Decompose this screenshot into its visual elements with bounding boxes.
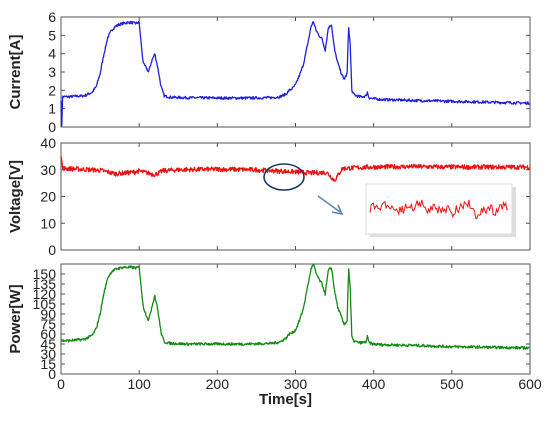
power-plot-area xyxy=(60,263,531,375)
voltage-ylabel: Voltage[V] xyxy=(7,160,24,233)
power-xtick-label: 600 xyxy=(518,376,542,392)
power-ytick-label: 45 xyxy=(40,336,56,352)
power-xtick-label: 200 xyxy=(206,376,230,392)
power-ytick-label: 60 xyxy=(40,326,56,342)
current-panel: 0 1 2 3 4 5 6 Current[A] xyxy=(7,9,531,135)
current-ytick-label: 5 xyxy=(48,27,56,43)
power-ytick-label: 75 xyxy=(40,316,56,332)
voltage-ytick-label: 30 xyxy=(40,162,56,178)
power-xtick-label: 500 xyxy=(440,376,464,392)
power-xtick-label: 400 xyxy=(362,376,386,392)
panels: 0123456Current[A]010203040Voltage[V]0153… xyxy=(7,9,542,408)
current-ytick-label: 1 xyxy=(48,101,56,117)
power-ytick-label: 15 xyxy=(40,356,56,372)
voltage-ytick-label: 20 xyxy=(40,189,56,205)
current-ytick-label: 0 xyxy=(48,119,56,135)
power-ytick-label: 120 xyxy=(33,286,57,302)
power-xtick-label: 0 xyxy=(57,376,65,392)
current-ytick-label: 6 xyxy=(48,9,56,25)
power-ytick-label: 150 xyxy=(33,266,57,282)
zoom-inset xyxy=(365,183,516,237)
current-ytick-label: 4 xyxy=(48,46,56,62)
current-plot-area xyxy=(60,16,531,128)
voltage-circle-annotation xyxy=(263,163,305,191)
voltage-ytick-label: 10 xyxy=(40,215,56,231)
current-ytick-label: 3 xyxy=(48,64,56,80)
power-xtick-label: 300 xyxy=(284,376,308,392)
inset-voltage-trace xyxy=(369,199,509,219)
power-ytick-label: 30 xyxy=(40,346,56,362)
power-xlabel: Time[s] xyxy=(259,391,312,408)
power-ytick-label: 105 xyxy=(33,296,57,312)
current-ylabel: Current[A] xyxy=(7,35,24,110)
voltage-ytick-label: 0 xyxy=(48,242,56,258)
power-ytick-label: 90 xyxy=(40,306,56,322)
power-ytick-label: 135 xyxy=(33,276,57,292)
current-series-line xyxy=(60,20,531,127)
current-ytick-label: 2 xyxy=(48,82,56,98)
voltage-series-line xyxy=(60,155,531,182)
voltage-ytick-label: 40 xyxy=(40,135,56,151)
zoom-arrow xyxy=(317,195,344,216)
power-series-line xyxy=(60,263,531,350)
power-ylabel: Power[W] xyxy=(7,284,24,353)
power-xtick-label: 100 xyxy=(127,376,151,392)
power-ytick-label: 0 xyxy=(48,366,56,382)
